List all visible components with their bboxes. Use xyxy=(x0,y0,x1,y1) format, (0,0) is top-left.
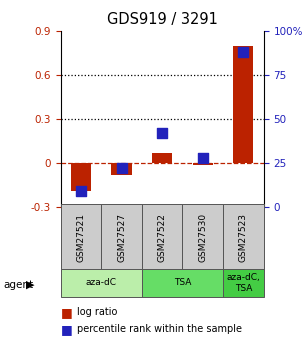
Bar xyxy=(112,163,132,175)
Bar xyxy=(182,204,223,271)
Point xyxy=(119,166,124,171)
Point xyxy=(78,188,83,194)
Text: percentile rank within the sample: percentile rank within the sample xyxy=(77,325,242,334)
Text: aza-dC: aza-dC xyxy=(86,278,117,287)
Text: ■: ■ xyxy=(61,323,72,336)
Bar xyxy=(223,204,264,271)
Bar xyxy=(142,204,182,271)
Bar xyxy=(71,163,91,191)
Bar xyxy=(101,204,142,271)
Bar xyxy=(152,153,172,163)
Bar xyxy=(61,269,142,297)
Text: GSM27530: GSM27530 xyxy=(198,213,207,262)
Text: GSM27522: GSM27522 xyxy=(158,213,167,262)
Bar xyxy=(223,269,264,297)
Text: aza-dC,
TSA: aza-dC, TSA xyxy=(226,273,260,293)
Text: GSM27523: GSM27523 xyxy=(239,213,248,262)
Text: agent: agent xyxy=(3,280,33,289)
Text: TSA: TSA xyxy=(174,278,191,287)
Point xyxy=(160,130,165,136)
Text: log ratio: log ratio xyxy=(77,307,118,317)
Point xyxy=(200,155,205,160)
Bar xyxy=(233,46,254,163)
Text: ▶: ▶ xyxy=(26,280,34,289)
Text: GSM27527: GSM27527 xyxy=(117,213,126,262)
Bar xyxy=(61,204,101,271)
Text: ■: ■ xyxy=(61,306,72,319)
Text: GSM27521: GSM27521 xyxy=(76,213,85,262)
Bar xyxy=(193,163,213,165)
Point xyxy=(241,49,246,55)
Bar xyxy=(142,269,223,297)
Title: GDS919 / 3291: GDS919 / 3291 xyxy=(107,12,218,27)
